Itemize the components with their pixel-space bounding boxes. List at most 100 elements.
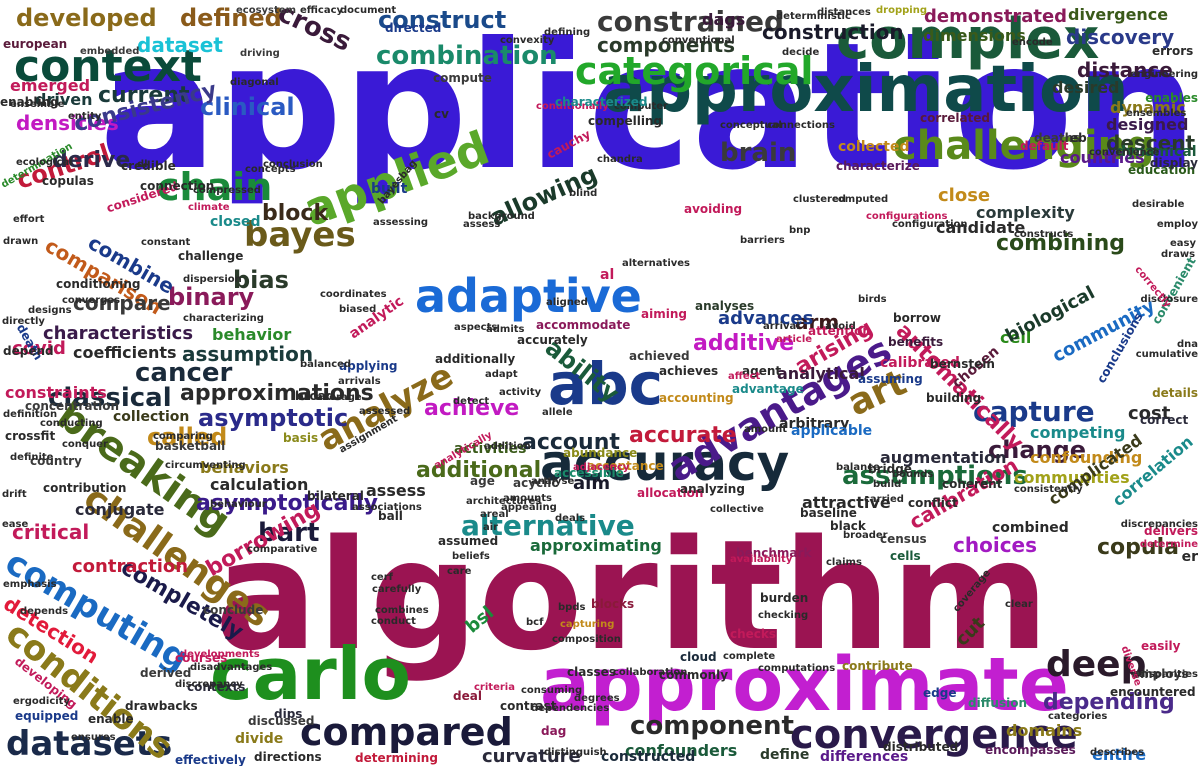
cloud-word: aspects xyxy=(454,322,498,333)
cloud-word: conditionally xyxy=(536,101,609,112)
cloud-word: correlated xyxy=(920,111,991,125)
cloud-word: assumed xyxy=(438,534,499,548)
cloud-word: compelling xyxy=(588,114,663,128)
cloud-word: additive xyxy=(693,331,795,356)
cloud-word: activities xyxy=(454,441,527,457)
cloud-word: consistently xyxy=(1014,484,1083,495)
cloud-word: combined xyxy=(992,520,1069,536)
cloud-word: basketball xyxy=(155,439,226,453)
cloud-word: define xyxy=(760,747,810,763)
cloud-word: behavior xyxy=(212,325,292,344)
cloud-word: complex xyxy=(836,7,1100,72)
cloud-word: bpds xyxy=(558,602,586,613)
cloud-word: baseline xyxy=(800,506,857,520)
cloud-word: combination xyxy=(376,41,558,71)
cloud-word: compared xyxy=(300,710,513,754)
cloud-word: construct xyxy=(378,6,507,34)
cloud-word: deep xyxy=(1046,644,1147,685)
cloud-word: conjugate xyxy=(75,500,165,519)
cloud-word: composition xyxy=(552,634,621,645)
cloud-word: climate xyxy=(188,202,230,213)
cloud-word: broader xyxy=(843,530,888,541)
cloud-word: al xyxy=(600,267,615,283)
cloud-word: divergence xyxy=(1068,5,1169,24)
cloud-word: classical xyxy=(48,383,172,413)
cloud-word: compare xyxy=(73,291,171,315)
cloud-word: configuration xyxy=(892,219,968,230)
cloud-word: bart xyxy=(258,518,320,548)
cloud-word: desired xyxy=(1052,78,1120,97)
cloud-word: constraints xyxy=(5,383,107,402)
cloud-word: behaviors xyxy=(200,458,289,477)
cloud-word: dependencies xyxy=(531,703,610,714)
cloud-word: applying xyxy=(339,359,398,373)
cloud-word: broad xyxy=(295,389,335,403)
cloud-word: abc xyxy=(548,350,664,418)
cloud-word: contribution xyxy=(43,481,127,495)
cloud-word: driven xyxy=(35,90,93,109)
cloud-word: eb xyxy=(1070,131,1087,145)
cloud-word: application xyxy=(99,6,1198,209)
cloud-word: bias xyxy=(233,266,289,294)
cloud-word: barriers xyxy=(740,235,785,246)
cloud-word: encode xyxy=(1012,37,1053,48)
cloud-word: cancer xyxy=(135,358,233,388)
cloud-word: challenge xyxy=(178,249,244,263)
cloud-word: current xyxy=(98,83,190,108)
cloud-word: additionally xyxy=(435,352,516,366)
cloud-word: achieves xyxy=(659,364,719,378)
cloud-word: conclusion xyxy=(263,159,323,170)
cloud-word: background xyxy=(468,211,535,222)
cloud-word: constructed xyxy=(601,749,696,765)
cloud-word: cloud xyxy=(680,650,717,664)
cloud-word: assuming xyxy=(858,372,923,386)
cloud-word: categories xyxy=(1048,711,1108,722)
cloud-word: depends xyxy=(20,606,69,617)
cloud-word: abundance xyxy=(563,446,638,460)
cloud-word: dips xyxy=(274,707,303,721)
cloud-word: approximation xyxy=(603,53,1129,127)
cloud-word: avoiding xyxy=(684,202,743,216)
cloud-word: blocks xyxy=(591,597,635,611)
cloud-word: dropping xyxy=(876,5,927,16)
cloud-word: amounts xyxy=(503,493,553,504)
cloud-word: efficacy xyxy=(300,5,344,16)
cloud-word: connections xyxy=(767,120,835,131)
cloud-word: easily xyxy=(1141,639,1181,653)
cloud-word: cell xyxy=(1000,328,1032,347)
cloud-word: definite xyxy=(10,452,54,463)
cloud-word: cells xyxy=(890,549,921,563)
cloud-word: assess xyxy=(366,481,426,500)
cloud-word: bayes xyxy=(244,215,356,255)
cloud-word: accurate xyxy=(629,423,737,448)
cloud-word: computed xyxy=(832,194,889,205)
cloud-word: deterministic xyxy=(776,11,851,22)
cloud-word: carefully xyxy=(372,584,422,595)
cloud-word: brain xyxy=(720,138,797,168)
cloud-word: bridge xyxy=(868,462,912,476)
cloud-word: blind xyxy=(569,188,598,199)
cloud-word: basis xyxy=(283,431,319,445)
cloud-word: demonstrated xyxy=(924,6,1068,27)
cloud-word: checks xyxy=(730,627,777,641)
cloud-word: analyzing xyxy=(680,482,745,496)
cloud-word: accessible xyxy=(554,466,624,480)
cloud-word: effort xyxy=(13,214,45,225)
cloud-word: depend xyxy=(3,344,54,358)
cloud-word: ball xyxy=(378,509,403,523)
cloud-word: clinical xyxy=(200,93,295,121)
cloud-word: calibrated xyxy=(880,355,960,371)
cloud-word: engineering xyxy=(1130,69,1198,80)
cloud-word: cerf xyxy=(371,572,393,583)
cloud-word: arrival xyxy=(763,321,800,332)
cloud-word: air xyxy=(483,522,499,533)
cloud-word: contraction xyxy=(72,556,189,577)
cloud-word: constant xyxy=(141,237,191,248)
cloud-word: coordinates xyxy=(320,289,387,300)
cloud-word: covid xyxy=(12,338,66,359)
cloud-word: amount xyxy=(744,424,788,435)
cloud-word: datasets xyxy=(6,724,173,764)
cloud-word: concentration xyxy=(25,399,120,413)
cloud-word: embedded xyxy=(80,46,140,57)
cloud-word: convergence xyxy=(790,712,1078,758)
